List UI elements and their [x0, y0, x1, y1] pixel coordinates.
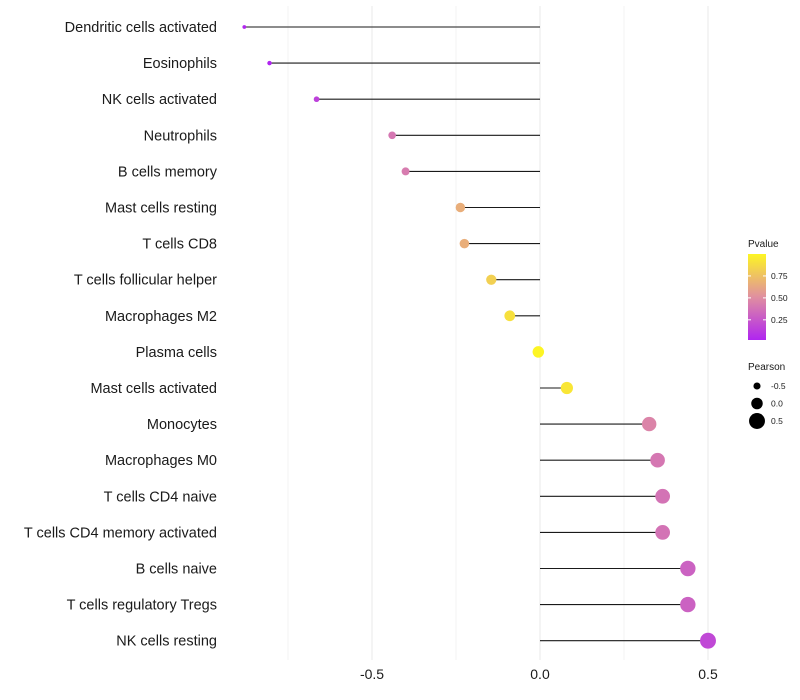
category-label: T cells follicular helper — [74, 273, 217, 289]
category-label: T cells CD4 memory activated — [24, 525, 217, 541]
x-axis-ticks: -0.5 0.0 0.5 — [360, 666, 718, 682]
lollipop-point — [655, 488, 671, 504]
lollipop-point — [486, 274, 497, 285]
pvalue-tick-label: 0.75 — [771, 271, 788, 281]
pearson-legend-key — [753, 382, 761, 390]
x-tick-label: -0.5 — [360, 666, 384, 682]
x-tick-label: 0.0 — [530, 666, 550, 682]
lollipop-point — [388, 131, 396, 140]
grid-layer — [287, 6, 709, 660]
pearson-legend: Pearson -0.5 0.0 0.5 — [748, 362, 786, 429]
category-label: Neutrophils — [144, 128, 217, 144]
lollipop-point — [532, 346, 545, 358]
lollipop-point — [650, 452, 665, 468]
lollipop-point — [655, 525, 671, 540]
category-label: T cells CD8 — [142, 237, 217, 253]
category-label: T cells CD4 naive — [104, 489, 217, 505]
lollipop-point — [680, 560, 696, 577]
category-label: Mast cells resting — [105, 201, 217, 217]
lollipop-point — [267, 60, 272, 66]
stem-layer — [244, 26, 708, 642]
lollipop-point — [242, 25, 247, 29]
lollipop-point — [700, 632, 716, 649]
pearson-legend-title: Pearson — [748, 362, 785, 373]
pearson-legend-key — [749, 413, 765, 429]
lollipop-point — [459, 238, 470, 249]
category-label: T cells regulatory Tregs — [67, 598, 217, 614]
pearson-legend-key — [751, 397, 763, 410]
pearson-legend-label: -0.5 — [771, 381, 786, 391]
lollipop-point — [401, 167, 410, 176]
category-label: Macrophages M2 — [105, 309, 217, 325]
pvalue-legend: Pvalue 0.25 0.50 0.75 — [748, 239, 788, 340]
lollipop-point — [313, 96, 320, 103]
category-label: B cells memory — [118, 164, 218, 180]
category-label: Mast cells activated — [90, 381, 217, 397]
lollipop-point — [680, 596, 696, 613]
category-label: Plasma cells — [136, 345, 217, 361]
lollipop-point — [504, 310, 516, 322]
pearson-legend-label: 0.0 — [771, 399, 783, 409]
category-label: Macrophages M0 — [105, 453, 217, 469]
lollipop-point — [642, 416, 657, 432]
category-label: NK cells activated — [102, 92, 217, 108]
lollipop-point — [455, 202, 466, 213]
category-label: B cells naive — [136, 562, 217, 578]
category-label: Eosinophils — [143, 56, 217, 72]
category-label: Monocytes — [147, 417, 217, 433]
pvalue-legend-ticks: 0.25 0.50 0.75 — [748, 271, 788, 325]
category-label: NK cells resting — [116, 634, 217, 650]
pvalue-legend-title: Pvalue — [748, 239, 779, 250]
pvalue-tick-label: 0.25 — [771, 315, 788, 325]
category-labels: Dendritic cells activated Eosinophils NK c… — [24, 20, 218, 650]
pearson-legend-keys: -0.5 0.0 0.5 — [749, 381, 786, 429]
pvalue-tick-label: 0.50 — [771, 293, 788, 303]
pearson-legend-label: 0.5 — [771, 416, 783, 426]
category-label: Dendritic cells activated — [65, 20, 217, 36]
pvalue-colorbar — [748, 254, 766, 340]
point-layer — [242, 25, 716, 649]
lollipop-point — [560, 381, 573, 395]
x-tick-label: 0.5 — [698, 666, 718, 682]
